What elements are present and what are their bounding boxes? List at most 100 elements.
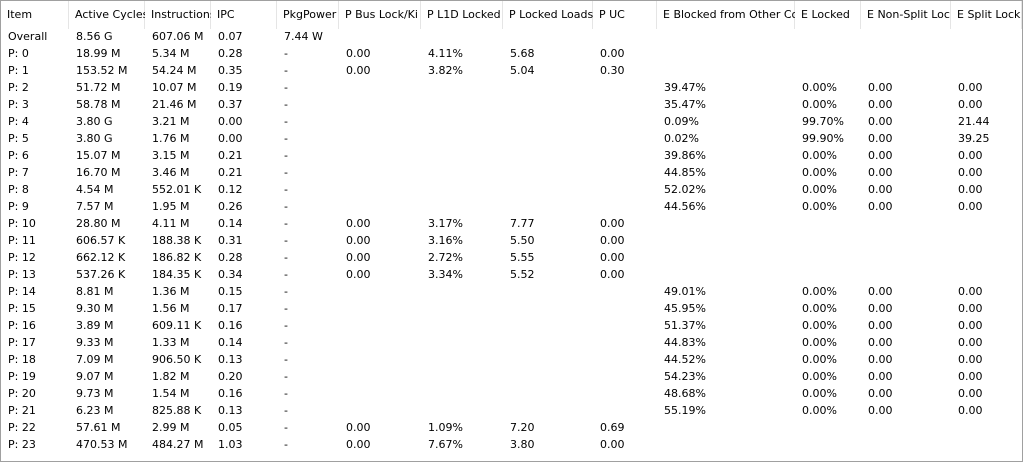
cell-value: 3.80 G — [76, 132, 113, 145]
cell-value: 0.26 — [218, 200, 243, 213]
cell-value: 0.00 — [600, 47, 625, 60]
row-label: P: 23 — [8, 438, 36, 451]
column-header[interactable]: IPC — [211, 1, 277, 29]
cell-value: 39.25 — [958, 132, 990, 145]
cell-value: - — [284, 132, 288, 145]
cell-value: 44.52% — [664, 353, 706, 366]
cell-value: 3.80 — [510, 438, 535, 451]
cell-value: 0.00 — [868, 132, 893, 145]
column-header[interactable]: E Non-Split Lock — [861, 1, 956, 29]
cell-value: 1.09% — [428, 421, 463, 434]
cell-value: 0.00 — [958, 404, 983, 417]
cell-value: - — [284, 149, 288, 162]
cell-value: 21.46 M — [152, 98, 197, 111]
cell-value: 1.33 M — [152, 336, 190, 349]
cell-value: 0.21 — [218, 149, 243, 162]
cell-value: 184.35 K — [152, 268, 202, 281]
row-label: P: 20 — [8, 387, 36, 400]
column-header[interactable]: E Split Lock — [951, 1, 1022, 29]
cell-value: 0.00% — [802, 302, 837, 315]
cell-value: 1.03 — [218, 438, 243, 451]
cell-value: 906.50 K — [152, 353, 202, 366]
cell-value: 0.19 — [218, 81, 243, 94]
cell-value: 0.12 — [218, 183, 243, 196]
cell-value: 8.81 M — [76, 285, 114, 298]
cell-value: - — [284, 47, 288, 60]
row-label: P: 14 — [8, 285, 36, 298]
cell-value: 4.11% — [428, 47, 463, 60]
cell-value: 45.95% — [664, 302, 706, 315]
cell-value: 0.15 — [218, 285, 243, 298]
cell-value: 3.80 G — [76, 115, 113, 128]
cell-value: - — [284, 81, 288, 94]
cell-value: 5.34 M — [152, 47, 190, 60]
cell-value: 0.00 — [346, 64, 371, 77]
cell-value: 0.00 — [958, 98, 983, 111]
cell-value: - — [284, 302, 288, 315]
column-header[interactable]: E Locked — [795, 1, 861, 29]
row-label: P: 1 — [8, 64, 29, 77]
cell-value: 0.00 — [868, 183, 893, 196]
cell-value: 0.14 — [218, 336, 243, 349]
row-label: P: 9 — [8, 200, 29, 213]
cell-value: 607.06 M — [152, 30, 204, 43]
cell-value: 0.00 — [868, 285, 893, 298]
cell-value: 7.67% — [428, 438, 463, 451]
column-header[interactable]: PkgPower — [277, 1, 339, 29]
cell-value: 39.86% — [664, 149, 706, 162]
cell-value: 0.00 — [868, 302, 893, 315]
column-header[interactable]: Instructions — [145, 1, 216, 29]
cell-value: 0.00 — [868, 336, 893, 349]
cell-value: 0.00 — [346, 217, 371, 230]
cell-value: 0.21 — [218, 166, 243, 179]
column-header[interactable]: P Locked Loads — [503, 1, 593, 29]
column-header[interactable]: P Bus Lock/Ki — [339, 1, 421, 29]
cell-value: 52.02% — [664, 183, 706, 196]
cell-value: 0.02% — [664, 132, 699, 145]
cell-value: 0.00 — [218, 132, 243, 145]
cell-value: 51.72 M — [76, 81, 121, 94]
cell-value: - — [284, 98, 288, 111]
cell-value: 0.00 — [346, 47, 371, 60]
row-label: P: 4 — [8, 115, 29, 128]
cell-value: 537.26 K — [76, 268, 126, 281]
cell-value: 188.38 K — [152, 234, 202, 247]
cell-value: - — [284, 166, 288, 179]
cell-value: 0.17 — [218, 302, 243, 315]
cell-value: 7.77 — [510, 217, 535, 230]
row-label: P: 13 — [8, 268, 36, 281]
cell-value: 0.00 — [868, 319, 893, 332]
row-label: P: 8 — [8, 183, 29, 196]
cell-value: 3.34% — [428, 268, 463, 281]
row-label: P: 3 — [8, 98, 29, 111]
column-header[interactable]: P L1D Locked — [421, 1, 503, 29]
column-header[interactable]: P UC — [593, 1, 657, 29]
cell-value: 0.00% — [802, 149, 837, 162]
cell-value: 0.00 — [346, 234, 371, 247]
row-label: P: 19 — [8, 370, 36, 383]
cell-value: 44.56% — [664, 200, 706, 213]
cell-value: 1.54 M — [152, 387, 190, 400]
cell-value: 0.00 — [346, 421, 371, 434]
row-label: P: 0 — [8, 47, 29, 60]
cell-value: - — [284, 251, 288, 264]
row-label: P: 16 — [8, 319, 36, 332]
cell-value: 0.00 — [868, 149, 893, 162]
column-header[interactable]: E Blocked from Other Core — [657, 1, 809, 29]
cell-value: 0.00% — [802, 336, 837, 349]
cell-value: 0.28 — [218, 251, 243, 264]
column-header[interactable]: Item — [1, 1, 69, 29]
cell-value: 0.00% — [802, 319, 837, 332]
cell-value: 186.82 K — [152, 251, 202, 264]
cell-value: 7.57 M — [76, 200, 114, 213]
cell-value: 1.76 M — [152, 132, 190, 145]
cell-value: 0.00 — [868, 387, 893, 400]
row-label: P: 17 — [8, 336, 36, 349]
cell-value: 57.61 M — [76, 421, 121, 434]
column-header[interactable]: Active Cycles — [69, 1, 148, 29]
cell-value: - — [284, 115, 288, 128]
row-label: P: 2 — [8, 81, 29, 94]
row-label: P: 5 — [8, 132, 29, 145]
cell-value: 0.16 — [218, 319, 243, 332]
